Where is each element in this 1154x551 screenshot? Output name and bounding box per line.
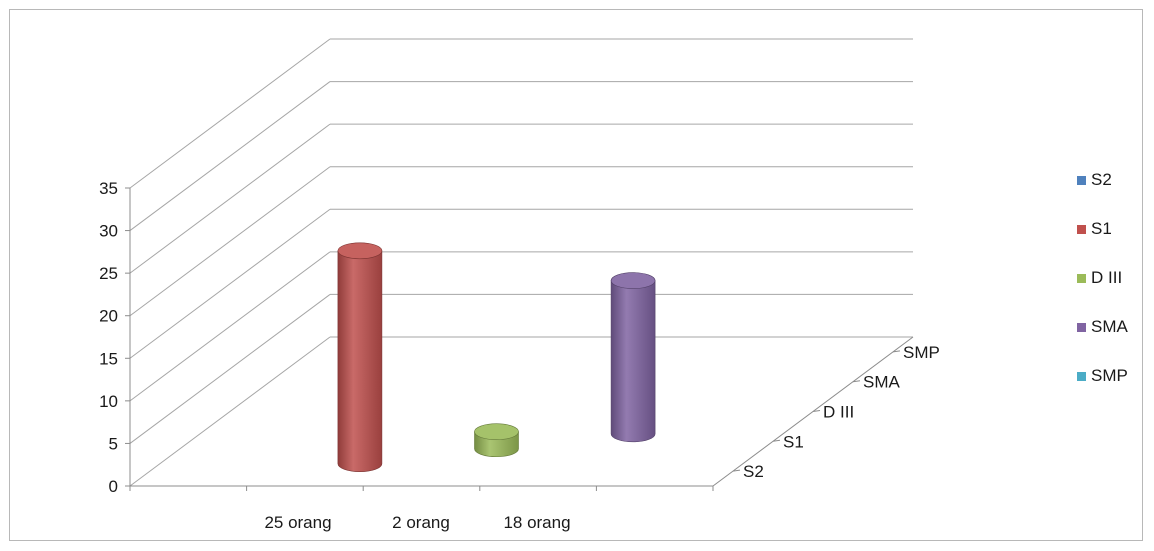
bar-top	[610, 272, 656, 289]
wall-diagonal	[129, 166, 331, 317]
chart-bars	[337, 242, 656, 472]
depth-tick-label: S1	[783, 432, 804, 451]
y-tick-label: 0	[109, 477, 118, 496]
depth-tick-mark	[732, 469, 741, 472]
depth-tick-mark	[812, 410, 821, 412]
wall-diagonal	[129, 336, 331, 487]
bar-s1	[337, 242, 383, 472]
y-tick-label: 15	[99, 349, 118, 368]
wall-diagonal	[129, 294, 331, 444]
y-tick-label: 30	[99, 222, 118, 241]
x-tick-label: 2 orang	[392, 513, 450, 532]
x-tick-label: 25 orang	[264, 513, 331, 532]
y-tick-label: 25	[99, 264, 118, 283]
wall-diagonal	[129, 81, 331, 231]
legend-label: D III	[1091, 268, 1123, 287]
legend-swatch	[1077, 372, 1086, 381]
bar-sma	[610, 272, 656, 443]
bar-body	[337, 250, 383, 472]
x-axis-labels: 25 orang 2 orang 18 orang	[129, 486, 714, 532]
legend-label: S1	[1091, 219, 1112, 238]
legend-label: SMP	[1091, 366, 1128, 385]
legend-swatch	[1077, 274, 1086, 283]
bar-body	[610, 280, 656, 443]
depth-tick-label: SMP	[903, 343, 940, 362]
y-tick-label: 10	[99, 392, 118, 411]
depth-tick-label: S2	[743, 462, 764, 481]
depth-tick-mark	[772, 439, 781, 442]
depth-tick-label: D III	[823, 403, 854, 422]
legend-label: SMA	[1091, 317, 1128, 336]
y-tick-label: 20	[99, 307, 118, 326]
bar-top	[337, 242, 383, 260]
chart-frame	[9, 9, 1143, 541]
y-tick-label: 5	[109, 434, 118, 453]
y-axis-ticks: 0 5 10 15 20 25 30 35	[99, 179, 130, 496]
wall-diagonal	[129, 38, 331, 189]
depth-tick-mark	[892, 350, 901, 353]
x-tick-label: 18 orang	[503, 513, 570, 532]
bar-top	[474, 423, 519, 441]
bar-d-iii	[474, 423, 519, 458]
legend-swatch	[1077, 323, 1086, 332]
legend-swatch	[1077, 176, 1086, 185]
wall-diagonal	[129, 251, 331, 402]
y-tick-label: 35	[99, 179, 118, 198]
legend-label: S2	[1091, 170, 1112, 189]
depth-tick-mark	[852, 380, 861, 383]
wall-diagonal	[129, 123, 331, 274]
depth-tick-label: SMA	[863, 373, 901, 392]
wall-diagonal	[129, 208, 331, 359]
chart-walls	[129, 38, 914, 490]
legend-swatch	[1077, 225, 1086, 234]
